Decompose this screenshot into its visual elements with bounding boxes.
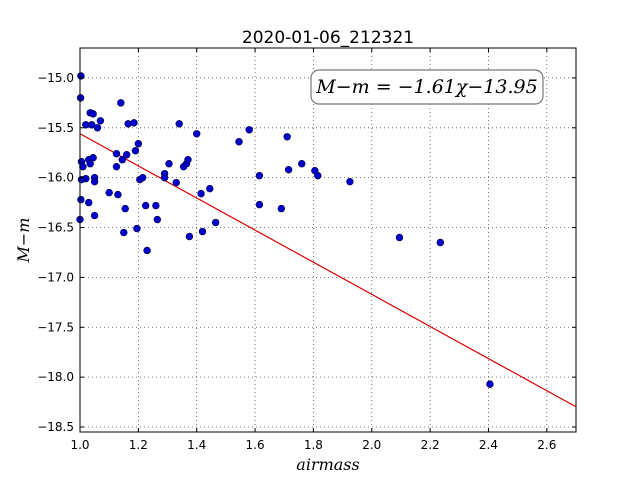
plot-frame	[79, 47, 577, 433]
data-point	[153, 215, 162, 224]
data-point	[90, 211, 99, 220]
plot-background	[80, 48, 576, 432]
data-point	[89, 154, 97, 162]
data-point	[314, 171, 322, 180]
y-tick-label: −16.0	[37, 171, 74, 185]
x-tick-label: 1.8	[304, 438, 323, 452]
x-tick-label: 2.2	[421, 438, 440, 452]
data-point	[175, 120, 183, 128]
y-tick-label: −15.5	[37, 121, 74, 135]
x-tick-label: 2.0	[362, 438, 381, 452]
data-point	[346, 177, 354, 186]
x-tick-label: 2.4	[479, 438, 498, 452]
x-tick-label: 2.6	[537, 438, 556, 452]
y-tick-label: −18.5	[37, 420, 74, 434]
y-tick-labels: −15.0 −15.5 −16.0 −16.5 −17.0 −17.5 −18.0 −18.5	[37, 71, 74, 434]
y-tick-label: −18.0	[37, 370, 74, 384]
x-tick-label: 1.2	[129, 438, 148, 452]
y-tick-label: −17.0	[37, 270, 74, 284]
data-point	[211, 218, 220, 227]
data-point	[117, 99, 125, 107]
y-tick-label: −15.0	[37, 71, 74, 85]
data-point	[184, 156, 192, 164]
data-point	[283, 133, 291, 141]
data-point	[255, 200, 264, 209]
data-point	[160, 173, 169, 182]
data-point	[130, 119, 138, 127]
data-point	[197, 189, 205, 198]
data-point	[284, 165, 293, 174]
data-point	[235, 138, 243, 146]
data-point	[185, 232, 194, 241]
data-point	[206, 184, 214, 193]
x-tick-label: 1.0	[70, 438, 89, 452]
data-point	[86, 159, 94, 168]
grid	[79, 48, 576, 432]
data-point	[89, 110, 97, 118]
data-point	[96, 117, 105, 125]
data-point	[139, 173, 147, 182]
data-point	[79, 162, 87, 171]
x-tick-label: 1.4	[187, 438, 206, 452]
data-point	[112, 150, 121, 158]
data-point	[122, 151, 131, 159]
plot-area	[76, 47, 577, 433]
data-point	[76, 94, 85, 102]
data-point	[118, 156, 127, 164]
data-point	[245, 126, 253, 134]
data-point	[85, 198, 93, 207]
annotation-text: M−m = −1.61χ−13.95	[315, 76, 537, 98]
data-point	[277, 204, 286, 213]
data-point	[87, 121, 96, 129]
data-point	[395, 233, 404, 242]
y-tick-label: −16.5	[37, 221, 74, 235]
data-point	[131, 147, 140, 155]
data-point	[121, 204, 129, 213]
data-point	[298, 159, 306, 168]
annotation-box	[310, 69, 544, 105]
data-point	[141, 201, 150, 210]
data-point	[193, 130, 201, 138]
data-point	[165, 159, 173, 168]
data-point	[112, 162, 121, 171]
data-point	[93, 124, 102, 132]
data-points	[76, 72, 494, 388]
data-point	[134, 140, 143, 148]
data-point	[77, 195, 85, 204]
data-point	[198, 227, 207, 236]
data-point	[90, 177, 99, 186]
data-point	[255, 171, 264, 180]
y-axis-label: M−m	[14, 218, 33, 264]
fit-annotation: M−m = −1.61χ−13.95	[310, 69, 544, 105]
data-point	[105, 188, 113, 197]
data-point	[133, 224, 141, 233]
data-point	[172, 178, 180, 187]
chart-title: 2020-01-06_212321	[242, 28, 414, 48]
data-point	[436, 238, 445, 247]
x-tick-label: 1.6	[246, 438, 265, 452]
x-axis-label: airmass	[296, 455, 359, 474]
x-tick-labels: 1.0 1.2 1.4 1.6 1.8 2.0 2.2 2.4 2.6	[70, 438, 556, 452]
y-tick-label: −17.5	[37, 320, 74, 334]
data-point	[114, 190, 122, 199]
data-point	[486, 380, 494, 388]
data-point	[120, 228, 128, 237]
data-point	[152, 201, 160, 210]
data-point	[143, 246, 151, 255]
